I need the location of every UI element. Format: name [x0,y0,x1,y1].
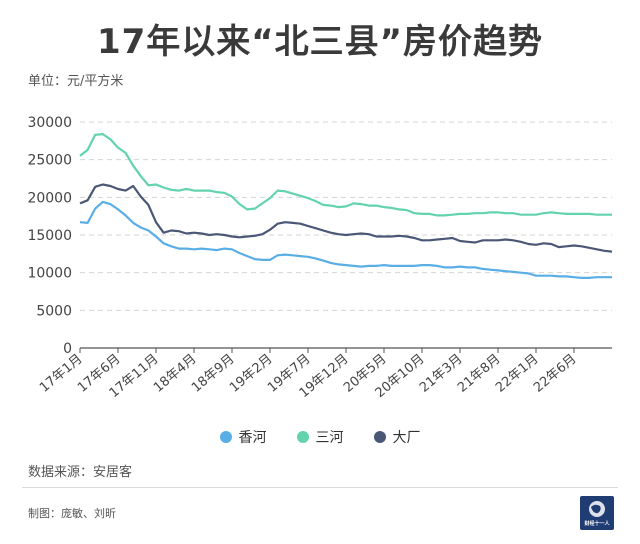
legend: 香河 三河 大厂 [0,427,640,447]
logo-text: 财经十一人 [584,521,610,527]
data-source: 数据来源：安居客 [28,465,133,480]
series-line-1 [79,132,612,217]
legend-item: 大厂 [373,427,421,447]
series-lines [79,132,613,279]
y-tick-label: 20000 [27,190,72,206]
y-tick-label: 25000 [27,153,72,169]
y-tick-label: 5000 [36,303,72,319]
legend-marker [296,431,309,443]
credits: 制图：庞敏、刘昕 [28,507,116,520]
unit-label: 单位：元/平方米 [28,74,124,89]
legend-marker [373,431,386,443]
legend-label: 香河 [238,430,267,446]
publisher-logo: 财经十一人 [580,496,614,530]
legend-label: 三河 [315,430,344,446]
series-line-0 [79,200,612,279]
series-line-2 [79,183,613,253]
y-tick-label: 0 [63,341,72,357]
line-chart: 0 5000 10000 15000 20000 25000 30000 17年1月17年6… [27,115,613,401]
y-tick-label: 15000 [27,228,72,244]
globe-icon [589,501,605,517]
legend-item: 三河 [296,427,344,447]
y-axis-ticks: 0 5000 10000 15000 20000 25000 30000 [27,115,72,357]
x-tick-label: 22年6月 [531,352,580,396]
legend-label: 大厂 [392,430,421,446]
legend-marker [219,431,232,443]
y-tick-label: 30000 [27,115,72,131]
y-tick-label: 10000 [27,266,72,282]
x-axis: 17年1月17年6月17年11月18年4月18年9月19年2月19年7月19年1… [37,348,580,401]
chart-title: 17年以来“北三县”房价趋势 [96,22,543,62]
legend-item: 香河 [219,427,267,447]
divider [22,487,618,488]
